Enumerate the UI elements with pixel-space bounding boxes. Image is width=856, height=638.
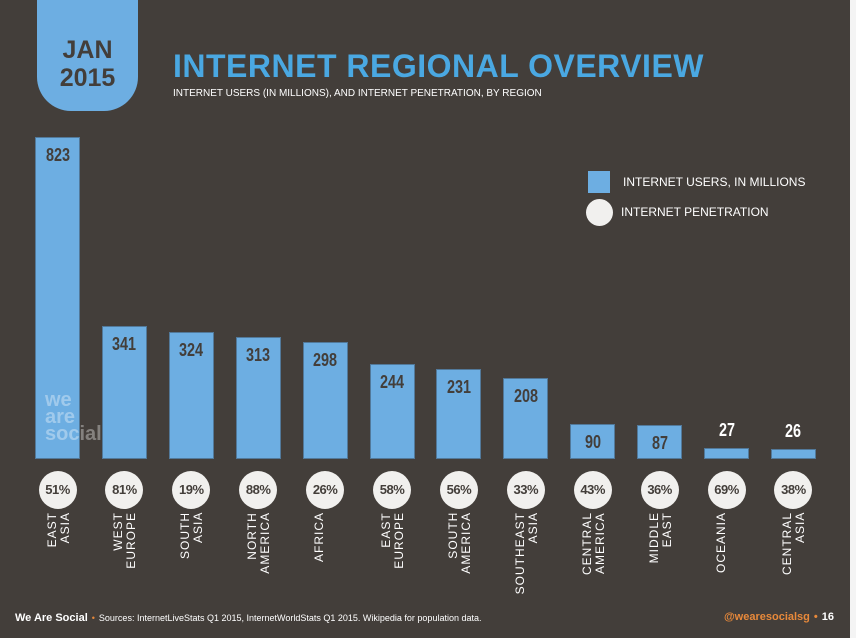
penetration-circle: 33%: [506, 471, 545, 509]
bar: [637, 424, 683, 459]
legend-users: INTERNET USERS, IN MILLIONS: [623, 175, 806, 189]
region-label: SOUTH AMERICA: [445, 512, 487, 592]
bar-value-label: 26: [785, 420, 802, 441]
region-label: EAST ASIA: [44, 512, 86, 592]
bar-value-label: 324: [179, 340, 204, 361]
region-label: MIDDLE EAST: [646, 512, 688, 592]
bar-value-label: 313: [246, 344, 271, 365]
bar: [436, 368, 482, 459]
region-label: OCEANIA: [713, 512, 755, 592]
bar-value-label: 231: [446, 376, 471, 397]
right-edge: [850, 0, 856, 638]
region-label-text: CENTRAL AMERICA: [579, 512, 607, 576]
page-subtitle: INTERNET USERS (IN MILLIONS), AND INTERN…: [173, 88, 542, 99]
bar-value-label: 27: [718, 420, 735, 441]
bar-chart: 823 51% EAST ASIA 341 81% WEST EUROPE 324 19% SO…: [35, 137, 821, 595]
region-label-text: CENTRAL ASIA: [780, 512, 808, 576]
region-label: CENTRAL AMERICA: [579, 512, 621, 592]
region-label-text: EAST EUROPE: [379, 512, 406, 569]
penetration-circle: 88%: [239, 471, 278, 509]
footer: We Are Social • Sources: InternetLiveStats…: [15, 612, 482, 624]
bar: [235, 336, 281, 459]
region-label-text: WEST EUROPE: [111, 512, 139, 569]
bar: [168, 332, 214, 459]
watermark-logo: we are social: [45, 389, 102, 445]
region-label-text: SOUTH ASIA: [178, 512, 206, 559]
region-label: NORTH AMERICA: [245, 512, 286, 592]
bar: [35, 137, 80, 459]
penetration-circle: 51%: [38, 471, 77, 509]
penetration-circle: 38%: [774, 471, 813, 509]
date-month: JAN: [62, 36, 113, 64]
date-badge: JAN 2015: [37, 0, 138, 111]
region-label: CENTRAL ASIA: [780, 512, 821, 592]
penetration-circle: 43%: [573, 471, 612, 509]
bar-value-label: 823: [45, 145, 70, 165]
region-label-text: SOUTHEAST ASIA: [512, 512, 540, 595]
date-year: 2015: [59, 64, 116, 92]
penetration-circle: 81%: [105, 471, 144, 509]
bar: [369, 363, 415, 459]
bar-value-label: 87: [651, 432, 668, 453]
bar-value-label: 341: [112, 333, 137, 354]
region-label-text: SOUTH AMERICA: [445, 512, 473, 574]
footer-brand: We Are Social: [15, 612, 88, 624]
region-label: AFRICA: [312, 512, 353, 592]
footer-sources: Sources: InternetLiveStats Q1 2015, Inte…: [98, 613, 482, 623]
bar: [302, 342, 348, 459]
penetration-circle: 56%: [439, 471, 478, 509]
legend: INTERNET USERS, IN MILLIONS INTERNET PEN…: [586, 171, 806, 231]
legend-circle-icon: [586, 198, 613, 226]
penetration-circle: 19%: [172, 471, 211, 509]
bar: [770, 448, 816, 459]
penetration-circle: 58%: [373, 471, 411, 509]
bar-value-label: 208: [513, 385, 538, 406]
region-label-text: NORTH AMERICA: [245, 512, 273, 574]
region-label: SOUTHEAST ASIA: [512, 512, 554, 595]
page-title: INTERNET REGIONAL OVERVIEW: [173, 48, 704, 84]
bar: [704, 448, 749, 459]
bar-value-label: 90: [584, 431, 601, 452]
region-label-text: AFRICA: [312, 512, 327, 563]
region-label-text: MIDDLE EAST: [646, 512, 674, 564]
bar: [101, 325, 147, 459]
region-label: SOUTH ASIA: [178, 512, 219, 592]
penetration-circle: 26%: [306, 471, 345, 509]
region-label: EAST EUROPE: [379, 512, 420, 592]
footer-handle: @wearesocialsg • 16: [723, 611, 834, 623]
handle-text: @wearesocialsg: [723, 611, 810, 623]
bar: [503, 377, 549, 459]
legend-penetration: INTERNET PENETRATION: [621, 205, 769, 219]
bar-value-label: 244: [379, 371, 405, 392]
bar-value-label: 298: [313, 350, 338, 371]
penetration-circle: 36%: [640, 471, 679, 509]
legend-square-icon: [588, 171, 610, 193]
penetration-circle: 69%: [707, 471, 746, 509]
region-label-text: OCEANIA: [713, 512, 728, 574]
region-label-text: EAST ASIA: [44, 512, 72, 548]
page-number: 16: [821, 611, 834, 623]
region-label: WEST EUROPE: [111, 512, 152, 592]
bar: [570, 423, 616, 459]
